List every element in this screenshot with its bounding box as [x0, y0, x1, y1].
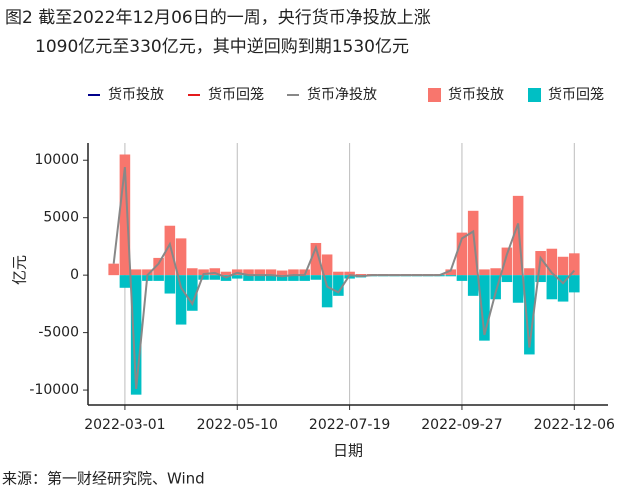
bar — [276, 270, 288, 276]
chart-title: 图2 截至2022年12月06日的一周，央行货币净投放上涨 — [5, 8, 431, 28]
x-tick-label: 2022-05-10 — [197, 417, 278, 433]
legend-swatch — [428, 88, 441, 102]
y-tick-label: -5000 — [38, 325, 79, 341]
bar — [187, 275, 198, 311]
bar — [490, 268, 501, 276]
bar — [299, 269, 310, 276]
bar — [501, 275, 513, 283]
legend-label: 货币投放 — [108, 86, 164, 103]
bar — [187, 268, 198, 276]
bar — [276, 275, 288, 281]
bar — [467, 275, 479, 296]
bar — [265, 269, 277, 276]
bar — [231, 275, 243, 279]
bar — [512, 195, 524, 276]
y-tick-label: 10000 — [34, 152, 79, 168]
bar — [220, 271, 232, 276]
bar — [501, 247, 513, 276]
bar — [288, 269, 299, 276]
chart-title: 1090亿元至330亿元，其中逆回购到期1530亿元 — [35, 37, 409, 57]
bar — [175, 238, 187, 276]
bar — [445, 275, 456, 277]
bar — [512, 275, 524, 303]
y-tick-label: 0 — [70, 267, 79, 283]
bar — [467, 210, 479, 276]
x-tick-label: 2022-07-19 — [309, 417, 390, 433]
bar — [198, 269, 209, 276]
bar — [490, 275, 501, 300]
line — [112, 167, 576, 390]
x-tick-label: 2022-09-27 — [421, 417, 502, 433]
bar — [524, 275, 535, 355]
bar — [557, 275, 569, 302]
legend-label: 货币回笼 — [208, 86, 264, 103]
bar — [142, 269, 153, 276]
bar — [243, 269, 254, 276]
bar — [198, 275, 209, 280]
bar — [321, 254, 333, 276]
bar — [310, 242, 322, 276]
bar — [299, 275, 310, 281]
legend-swatch — [528, 88, 541, 102]
bar — [175, 275, 187, 325]
bar — [546, 275, 558, 300]
bar — [254, 275, 266, 281]
bar — [321, 275, 333, 308]
source: 来源：第一财经研究院、Wind — [2, 470, 205, 488]
y-axis-label: 亿元 — [11, 255, 29, 285]
bar — [310, 275, 322, 280]
bar — [479, 275, 490, 341]
bar — [265, 275, 277, 281]
bar — [524, 268, 535, 276]
legend-label: 货币投放 — [448, 86, 504, 103]
bar — [254, 269, 266, 276]
bar — [456, 275, 468, 281]
bar — [535, 275, 546, 283]
bar — [153, 257, 164, 276]
bar — [479, 269, 490, 276]
legend-label: 货币回笼 — [548, 86, 604, 103]
bar — [164, 275, 176, 294]
legend-label: 货币净投放 — [307, 86, 377, 103]
x-tick-label: 2022-03-01 — [84, 417, 165, 433]
bar — [569, 253, 580, 276]
bar — [119, 154, 131, 276]
bar — [344, 271, 355, 276]
bar — [209, 268, 221, 276]
bar — [243, 275, 254, 281]
y-tick-label: -10000 — [29, 382, 79, 398]
bar — [546, 248, 558, 276]
bar — [445, 269, 456, 276]
bar — [569, 275, 580, 293]
bar — [557, 256, 569, 276]
bar — [333, 271, 344, 276]
bar — [108, 263, 119, 276]
bar — [355, 274, 367, 276]
bar — [153, 275, 164, 281]
bar — [130, 275, 142, 395]
bar — [456, 232, 468, 276]
x-axis-label: 日期 — [333, 442, 363, 460]
bar — [288, 275, 299, 281]
bar — [209, 275, 221, 280]
y-tick-label: 5000 — [43, 210, 79, 226]
bar — [130, 269, 142, 276]
bar — [119, 275, 131, 288]
bar — [164, 225, 176, 276]
bar — [333, 275, 344, 296]
x-tick-label: 2022-12-06 — [534, 417, 615, 433]
